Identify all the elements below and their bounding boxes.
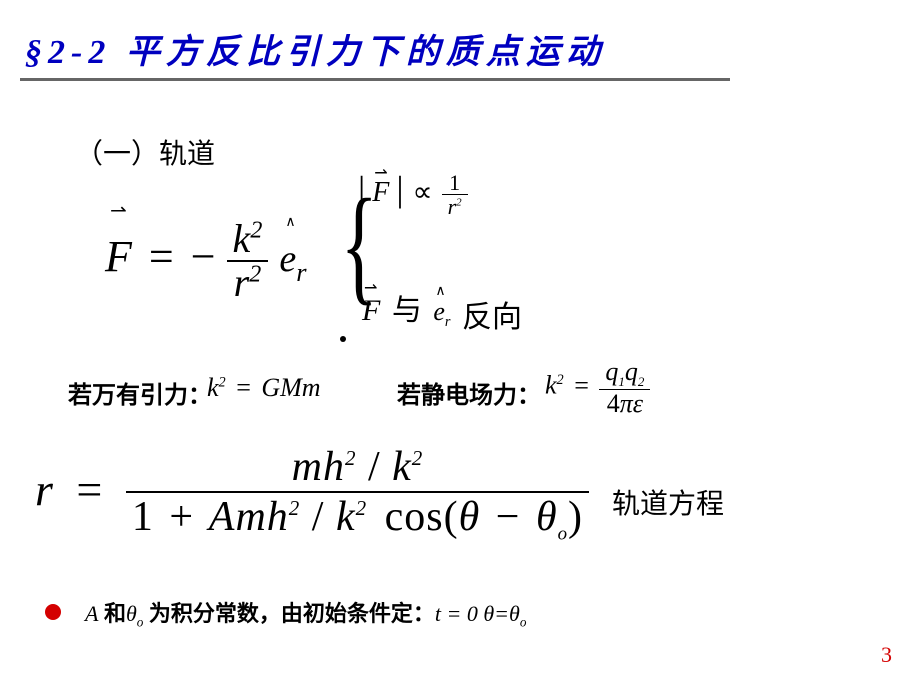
symbol-F: F [105, 232, 132, 281]
one-o: 1 [132, 494, 154, 540]
dot-icon [340, 336, 346, 342]
sym-er: e [279, 238, 296, 280]
fn-and: 和 [98, 601, 126, 626]
rhs-gmm: GMm [261, 373, 320, 402]
mh2: mh [235, 494, 288, 540]
fraction-q1q2-4pie: q1q2 4πε [599, 358, 650, 417]
equals-sign: = [149, 232, 174, 281]
exp-2b: 2 [249, 262, 261, 288]
orbit-den: 1 + Amh2 / k2 cos(θ − θo) [126, 493, 589, 544]
label-orbit-equation: 轨道方程 [612, 482, 724, 522]
eq-e: = [574, 371, 589, 400]
text-with: 与 [392, 294, 422, 327]
title-underline [20, 78, 730, 81]
sub-r: r [296, 257, 306, 287]
fraction-orbit: mh2 / k2 1 + Amh2 / k2 cos(θ − θo) [126, 445, 589, 544]
equation-orbit: r = mh2 / k2 1 + Amh2 / k2 cos(θ − θo) [35, 445, 589, 544]
fn-eq0: = 0 [441, 601, 483, 626]
sym-ke: k [545, 371, 557, 400]
subo: o [558, 523, 568, 544]
vector-arrow-icon2: ⇀ [374, 163, 387, 183]
sym-kg: k [207, 373, 219, 402]
fraction-1-r2: 1 r2 [442, 171, 468, 218]
min-o: − [496, 494, 521, 540]
fn-so2: o [520, 614, 527, 629]
oe3: 2 [289, 496, 301, 520]
vector-arrow-icon3: ⇀ [364, 278, 377, 298]
fraction-k2-r2: k2 r2 [227, 218, 269, 304]
num-1: 1 [442, 171, 468, 195]
bullet-icon [45, 604, 61, 620]
q1: q [605, 357, 618, 386]
den-r2: r2 [442, 195, 468, 218]
page-title: §2-2 平方反比引力下的质点运动 [25, 24, 606, 73]
th2: θ [536, 494, 558, 540]
bar-l: | [358, 169, 365, 209]
label-gravity: 若万有引力： [68, 375, 212, 410]
sym-e2: e [433, 297, 445, 326]
sub-r2: r [445, 314, 451, 330]
vector-arrow-icon: ⇀ [110, 198, 127, 223]
th1: θ [459, 494, 481, 540]
fraction-numerator: k2 [227, 218, 269, 262]
fraction-denominator: r2 [227, 262, 269, 304]
num-q1q2: q1q2 [599, 358, 650, 390]
text-opposite: 反向 [462, 292, 522, 336]
den-4pie: 4πε [599, 390, 650, 417]
q2: q [625, 357, 638, 386]
hat-icon2: ∧ [435, 283, 445, 300]
close-o: ) [568, 494, 583, 540]
equation-force-direction: ⇀ F 与 ∧ er [362, 285, 450, 331]
four: 4 [607, 389, 620, 418]
pi: π [620, 389, 633, 418]
k2: k [336, 494, 356, 540]
k1: k [392, 444, 412, 490]
oe2: 2 [412, 446, 424, 470]
sl2: / [300, 494, 336, 540]
minus-sign: − [191, 232, 216, 281]
oe4: 2 [356, 496, 368, 520]
sym-r: r [234, 260, 250, 305]
fn-A: A [85, 601, 98, 626]
footnote-text: A 和θo 为积分常数，由初始条件定：t = 0 θ=θo [85, 596, 526, 630]
sl1: / [356, 444, 392, 490]
plus-o: + [169, 494, 194, 540]
cos: cos( [385, 494, 459, 540]
page-number: 3 [881, 642, 892, 668]
exp-g: 2 [219, 374, 226, 390]
sym-F3: F [362, 294, 380, 327]
exp2c: 2 [456, 197, 462, 209]
eps: ε [633, 389, 643, 418]
eq-o: = [76, 464, 103, 515]
mh1: mh [292, 444, 345, 490]
one: 1 [449, 170, 460, 195]
fn-th2: θ=θ [483, 601, 519, 626]
orbit-num: mh2 / k2 [126, 445, 589, 493]
oe1: 2 [345, 446, 357, 470]
label-electrostatic: 若静电场力： [397, 375, 541, 410]
propto-sign: ∝ [413, 177, 433, 208]
equation-electrostatic: k2 = q1q2 4πε [545, 358, 650, 417]
equation-force-main: ⇀ F = − k2 r2 ∧ er [105, 218, 306, 304]
s2: 2 [638, 374, 645, 389]
sym-r2: r [448, 194, 457, 219]
fn-th: θ [126, 601, 137, 626]
fn-t1: 为积分常数，由初始条件定： [143, 601, 435, 626]
hat-icon: ∧ [285, 214, 295, 231]
A-o: A [209, 494, 236, 540]
exp-e: 2 [557, 372, 564, 388]
equation-force-proportional: | ⇀ F | ∝ 1 r2 [358, 168, 468, 218]
bar-r: | [396, 169, 403, 209]
eq-g: = [236, 373, 251, 402]
sym-ro: r [35, 464, 54, 515]
sym-k: k [233, 216, 251, 261]
equation-gravity: k2 = GMm [207, 373, 321, 403]
exp-2: 2 [250, 218, 262, 244]
section-subtitle: （一）轨道 [75, 132, 215, 172]
